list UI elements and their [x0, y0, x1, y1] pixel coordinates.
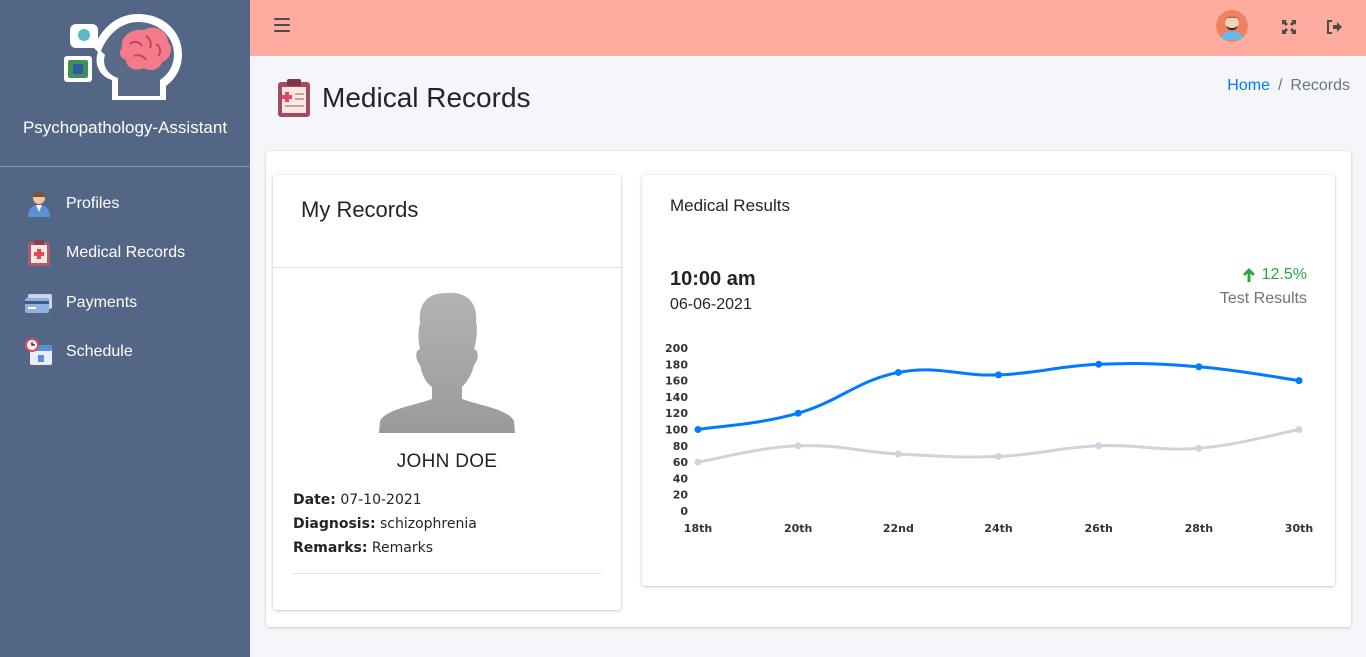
- medical-results-card: Medical Results 10:00 am 06-06-2021 12.5…: [642, 175, 1335, 586]
- data-point[interactable]: [1195, 444, 1203, 452]
- x-tick-label: 26th: [1084, 522, 1112, 535]
- breadcrumb-home-link[interactable]: Home: [1227, 77, 1270, 94]
- logout-icon[interactable]: [1325, 18, 1343, 36]
- y-tick-label: 80: [673, 440, 689, 453]
- user-profile-icon: [24, 189, 54, 219]
- arrow-up-icon: [1242, 268, 1255, 282]
- breadcrumb: Home / Records: [1227, 77, 1350, 95]
- sidebar-item-profiles[interactable]: Profiles: [0, 179, 250, 229]
- my-records-card: My Records JOHN DOE Date: 07-10-2021 Dia…: [273, 175, 621, 610]
- results-change-value: 12.5%: [1261, 266, 1307, 283]
- y-tick-label: 0: [680, 505, 688, 518]
- data-point[interactable]: [1295, 377, 1303, 385]
- expand-icon[interactable]: [1280, 18, 1298, 36]
- results-date: 06-06-2021: [670, 296, 752, 313]
- x-tick-label: 28th: [1185, 522, 1213, 535]
- data-point[interactable]: [794, 442, 802, 450]
- y-tick-label: 20: [673, 489, 689, 502]
- breadcrumb-current: Records: [1290, 77, 1350, 94]
- records-card-header: My Records: [273, 175, 621, 268]
- results-line-chart: 0 20 40 60 80 100 120 140 160 180 200 18th 20th 22nd 2…: [665, 342, 1313, 535]
- data-point[interactable]: [1195, 363, 1203, 371]
- y-tick-label: 140: [665, 391, 688, 404]
- data-point[interactable]: [894, 450, 902, 458]
- y-tick-label: 60: [673, 456, 689, 469]
- brand-name: Psychopathology-Assistant: [22, 118, 228, 137]
- y-tick-label: 120: [665, 407, 688, 420]
- top-navbar: [250, 0, 1366, 56]
- data-point[interactable]: [995, 371, 1002, 379]
- y-tick-label: 160: [665, 375, 688, 388]
- user-silhouette-icon: [379, 292, 515, 433]
- y-tick-label: 180: [665, 358, 688, 371]
- x-tick-label: 24th: [984, 522, 1012, 535]
- record-remarks-value: Remarks: [371, 540, 434, 556]
- sidebar-item-label: Payments: [66, 293, 138, 311]
- record-date-row: Date: 07-10-2021: [293, 488, 477, 512]
- x-tick-label: 18th: [684, 522, 712, 535]
- y-tick-label: 100: [665, 424, 688, 437]
- data-point[interactable]: [894, 368, 902, 376]
- user-avatar-icon[interactable]: [1216, 10, 1248, 42]
- results-card-title: Medical Results: [670, 196, 790, 215]
- page-title: Medical Records: [322, 82, 531, 113]
- medical-clipboard-icon: [278, 79, 310, 117]
- record-date-label: Date:: [293, 492, 336, 508]
- brand[interactable]: Psychopathology-Assistant: [0, 0, 250, 167]
- record-diagnosis-row: Diagnosis: schizophrenia: [293, 512, 477, 536]
- x-tick-label: 30th: [1285, 522, 1313, 535]
- patient-name: JOHN DOE: [396, 451, 498, 472]
- y-tick-label: 200: [665, 342, 688, 355]
- page-header: Medical Records: [276, 78, 531, 118]
- breadcrumb-separator: /: [1277, 77, 1283, 94]
- payment-card-icon: [24, 288, 54, 318]
- calendar-clock-icon: [24, 337, 54, 367]
- y-tick-label: 40: [673, 472, 689, 485]
- record-diagnosis-value: schizophrenia: [380, 516, 477, 532]
- x-tick-label: 22nd: [883, 522, 914, 535]
- data-point[interactable]: [1295, 426, 1303, 433]
- record-diagnosis-label: Diagnosis:: [293, 516, 376, 532]
- sidebar-item-payments[interactable]: Payments: [0, 278, 250, 328]
- medical-clipboard-icon: [24, 238, 54, 268]
- results-change: 12.5%: [1242, 266, 1307, 284]
- sidebar-item-label: Profiles: [66, 194, 120, 212]
- data-point[interactable]: [1095, 442, 1103, 450]
- records-card-title: My Records: [301, 197, 419, 222]
- hamburger-icon[interactable]: [274, 18, 290, 34]
- sidebar: Psychopathology-Assistant Profiles: [0, 0, 250, 657]
- records-divider: [293, 573, 601, 574]
- data-point[interactable]: [694, 458, 702, 466]
- data-point[interactable]: [794, 409, 802, 417]
- results-time: 10:00 am: [670, 268, 756, 290]
- sidebar-item-label: Schedule: [66, 343, 133, 361]
- record-remarks-label: Remarks:: [293, 540, 368, 556]
- sidebar-item-schedule[interactable]: Schedule: [0, 328, 250, 378]
- data-point[interactable]: [694, 426, 702, 433]
- record-date-value: 07-10-2021: [340, 492, 422, 508]
- brain-head-logo-icon: [64, 14, 182, 100]
- sidebar-item-label: Medical Records: [66, 244, 186, 262]
- sidebar-nav: Profiles Medical Records: [0, 167, 250, 377]
- data-point[interactable]: [995, 452, 1002, 460]
- data-point[interactable]: [1095, 360, 1103, 368]
- record-details: Date: 07-10-2021 Diagnosis: schizophreni…: [293, 488, 477, 560]
- x-tick-label: 20th: [784, 522, 812, 535]
- sidebar-item-medical-records[interactable]: Medical Records: [0, 229, 250, 279]
- results-change-label: Test Results: [1219, 290, 1307, 307]
- record-remarks-row: Remarks: Remarks: [293, 536, 477, 560]
